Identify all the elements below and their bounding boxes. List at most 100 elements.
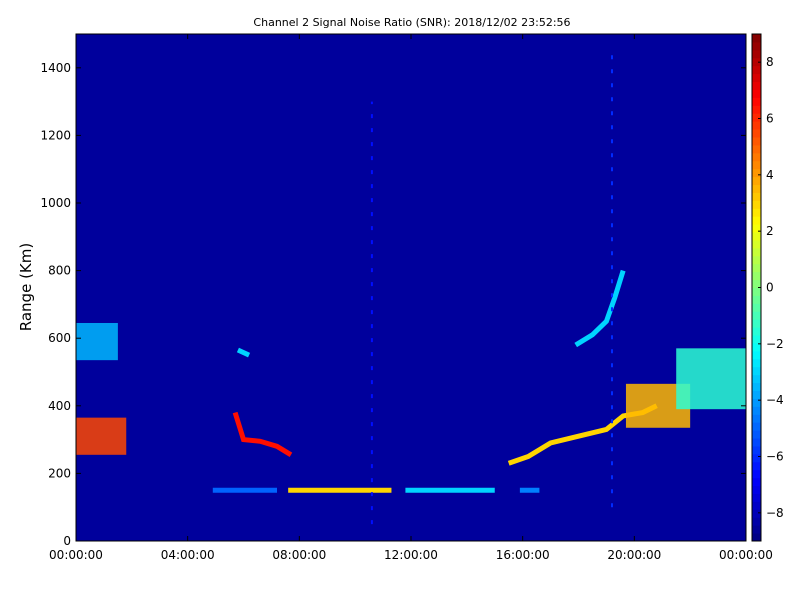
colorbar-tick-label: −4 bbox=[766, 393, 784, 407]
colorbar-segment bbox=[752, 176, 761, 186]
colorbar-segment bbox=[752, 57, 761, 67]
heatmap-feature-trace bbox=[236, 347, 251, 358]
colorbar-segment bbox=[752, 366, 761, 376]
x-tick-label: 00:00:00 bbox=[49, 548, 103, 562]
colorbar-segment bbox=[752, 390, 761, 399]
colorbar-segment bbox=[752, 517, 761, 526]
colorbar-segment bbox=[752, 263, 761, 273]
colorbar-segment bbox=[752, 247, 761, 257]
x-tick-label: 20:00:00 bbox=[607, 548, 661, 562]
colorbar-tick-label: −6 bbox=[766, 450, 784, 464]
colorbar-segment bbox=[752, 374, 761, 384]
y-tick-label: 800 bbox=[48, 264, 71, 278]
colorbar-segment bbox=[752, 461, 761, 471]
heatmap-feature-patch bbox=[676, 348, 746, 410]
colorbar-tick-label: 0 bbox=[766, 281, 774, 295]
colorbar-segment bbox=[752, 295, 761, 304]
y-tick-label: 200 bbox=[48, 466, 71, 480]
colorbar-tick-label: −8 bbox=[766, 506, 784, 520]
colorbar-segment bbox=[752, 224, 761, 233]
colorbar-segment bbox=[752, 152, 761, 162]
colorbar-segment bbox=[752, 335, 761, 344]
colorbar-segment bbox=[752, 493, 761, 502]
y-tick-label: 400 bbox=[48, 399, 71, 413]
colorbar-tick-label: 6 bbox=[766, 112, 774, 126]
colorbar-segment bbox=[752, 136, 761, 146]
colorbar-segment bbox=[752, 105, 761, 114]
x-tick-label: 12:00:00 bbox=[384, 548, 438, 562]
y-tick-label: 1000 bbox=[40, 196, 71, 210]
x-tick-label: 00:00:00 bbox=[719, 548, 773, 562]
colorbar-segment bbox=[752, 342, 761, 352]
colorbar-segment bbox=[752, 382, 761, 391]
chart-title: Channel 2 Signal Noise Ratio (SNR): 2018… bbox=[253, 16, 570, 29]
colorbar-segment bbox=[752, 160, 761, 170]
colorbar-segment bbox=[752, 232, 761, 241]
colorbar-segment bbox=[752, 192, 761, 201]
y-axis: 0 200 400 600 800 1000 1200 1400 bbox=[40, 61, 746, 548]
colorbar-segment bbox=[752, 121, 761, 130]
colorbar-segment bbox=[752, 350, 761, 360]
x-tick-label: 04:00:00 bbox=[161, 548, 215, 562]
colorbar-segment bbox=[752, 271, 761, 281]
colorbar-segment bbox=[752, 97, 761, 106]
colorbar-segment bbox=[752, 525, 761, 534]
colorbar-segment bbox=[752, 358, 761, 368]
colorbar-segment bbox=[752, 144, 761, 154]
y-tick-label: 1400 bbox=[40, 61, 71, 75]
colorbar-segment bbox=[752, 509, 761, 518]
colorbar-segment bbox=[752, 208, 761, 217]
colorbar-segment bbox=[752, 430, 761, 439]
colorbar-segment bbox=[752, 49, 761, 59]
colorbar-segment bbox=[752, 34, 761, 43]
heatmap-plot-area bbox=[75, 33, 747, 542]
colorbar-segment bbox=[752, 216, 761, 225]
colorbar-segment bbox=[752, 501, 761, 510]
colorbar-segment bbox=[752, 327, 761, 336]
colorbar-segment bbox=[752, 113, 761, 122]
y-tick-label: 600 bbox=[48, 331, 71, 345]
colorbar-segment bbox=[752, 81, 761, 90]
colorbar-tick-label: −2 bbox=[766, 337, 784, 351]
colorbar-tick-label: 4 bbox=[766, 168, 774, 182]
colorbar-segment bbox=[752, 41, 761, 51]
colorbar-segment bbox=[752, 485, 761, 494]
heatmap-feature-patch bbox=[76, 417, 127, 455]
colorbar-segment bbox=[752, 311, 761, 320]
colorbar-segment bbox=[752, 453, 761, 463]
heatmap-feature-patch bbox=[76, 322, 118, 361]
heatmap-feature-trace bbox=[574, 269, 626, 348]
colorbar-segment bbox=[752, 89, 761, 98]
colorbar-segment bbox=[752, 422, 761, 431]
colorbar: −8 −6 −4 −2 0 2 4 6 8 bbox=[751, 33, 784, 542]
colorbar-segment bbox=[752, 477, 761, 487]
heatmap-background bbox=[76, 34, 746, 541]
colorbar-segment bbox=[752, 303, 761, 312]
y-tick-label: 0 bbox=[63, 534, 71, 548]
y-axis-label: Range (Km) bbox=[17, 243, 35, 331]
colorbar-segment bbox=[752, 200, 761, 209]
colorbar-segment bbox=[752, 73, 761, 83]
y-tick-label: 1200 bbox=[40, 128, 71, 142]
colorbar-segment bbox=[752, 445, 761, 455]
colorbar-segment bbox=[752, 398, 761, 407]
x-axis: 00:00:00 04:00:00 08:00:00 12:00:00 16:00:00… bbox=[49, 34, 773, 562]
colorbar-segment bbox=[752, 239, 761, 249]
colorbar-segment bbox=[752, 279, 761, 288]
colorbar-segment bbox=[752, 255, 761, 265]
colorbar-segment bbox=[752, 65, 761, 75]
x-tick-label: 08:00:00 bbox=[272, 548, 326, 562]
colorbar-segment bbox=[752, 414, 761, 423]
colorbar-segment bbox=[752, 287, 761, 296]
colorbar-tick-label: 8 bbox=[766, 55, 774, 69]
colorbar-tick-label: 2 bbox=[766, 224, 774, 238]
heatmap-feature-trace bbox=[232, 411, 293, 457]
colorbar-segment bbox=[752, 533, 761, 542]
colorbar-segment bbox=[752, 438, 761, 447]
x-tick-label: 16:00:00 bbox=[496, 548, 550, 562]
colorbar-segment bbox=[752, 184, 761, 193]
colorbar-segment bbox=[752, 469, 761, 479]
colorbar-segment bbox=[752, 319, 761, 328]
